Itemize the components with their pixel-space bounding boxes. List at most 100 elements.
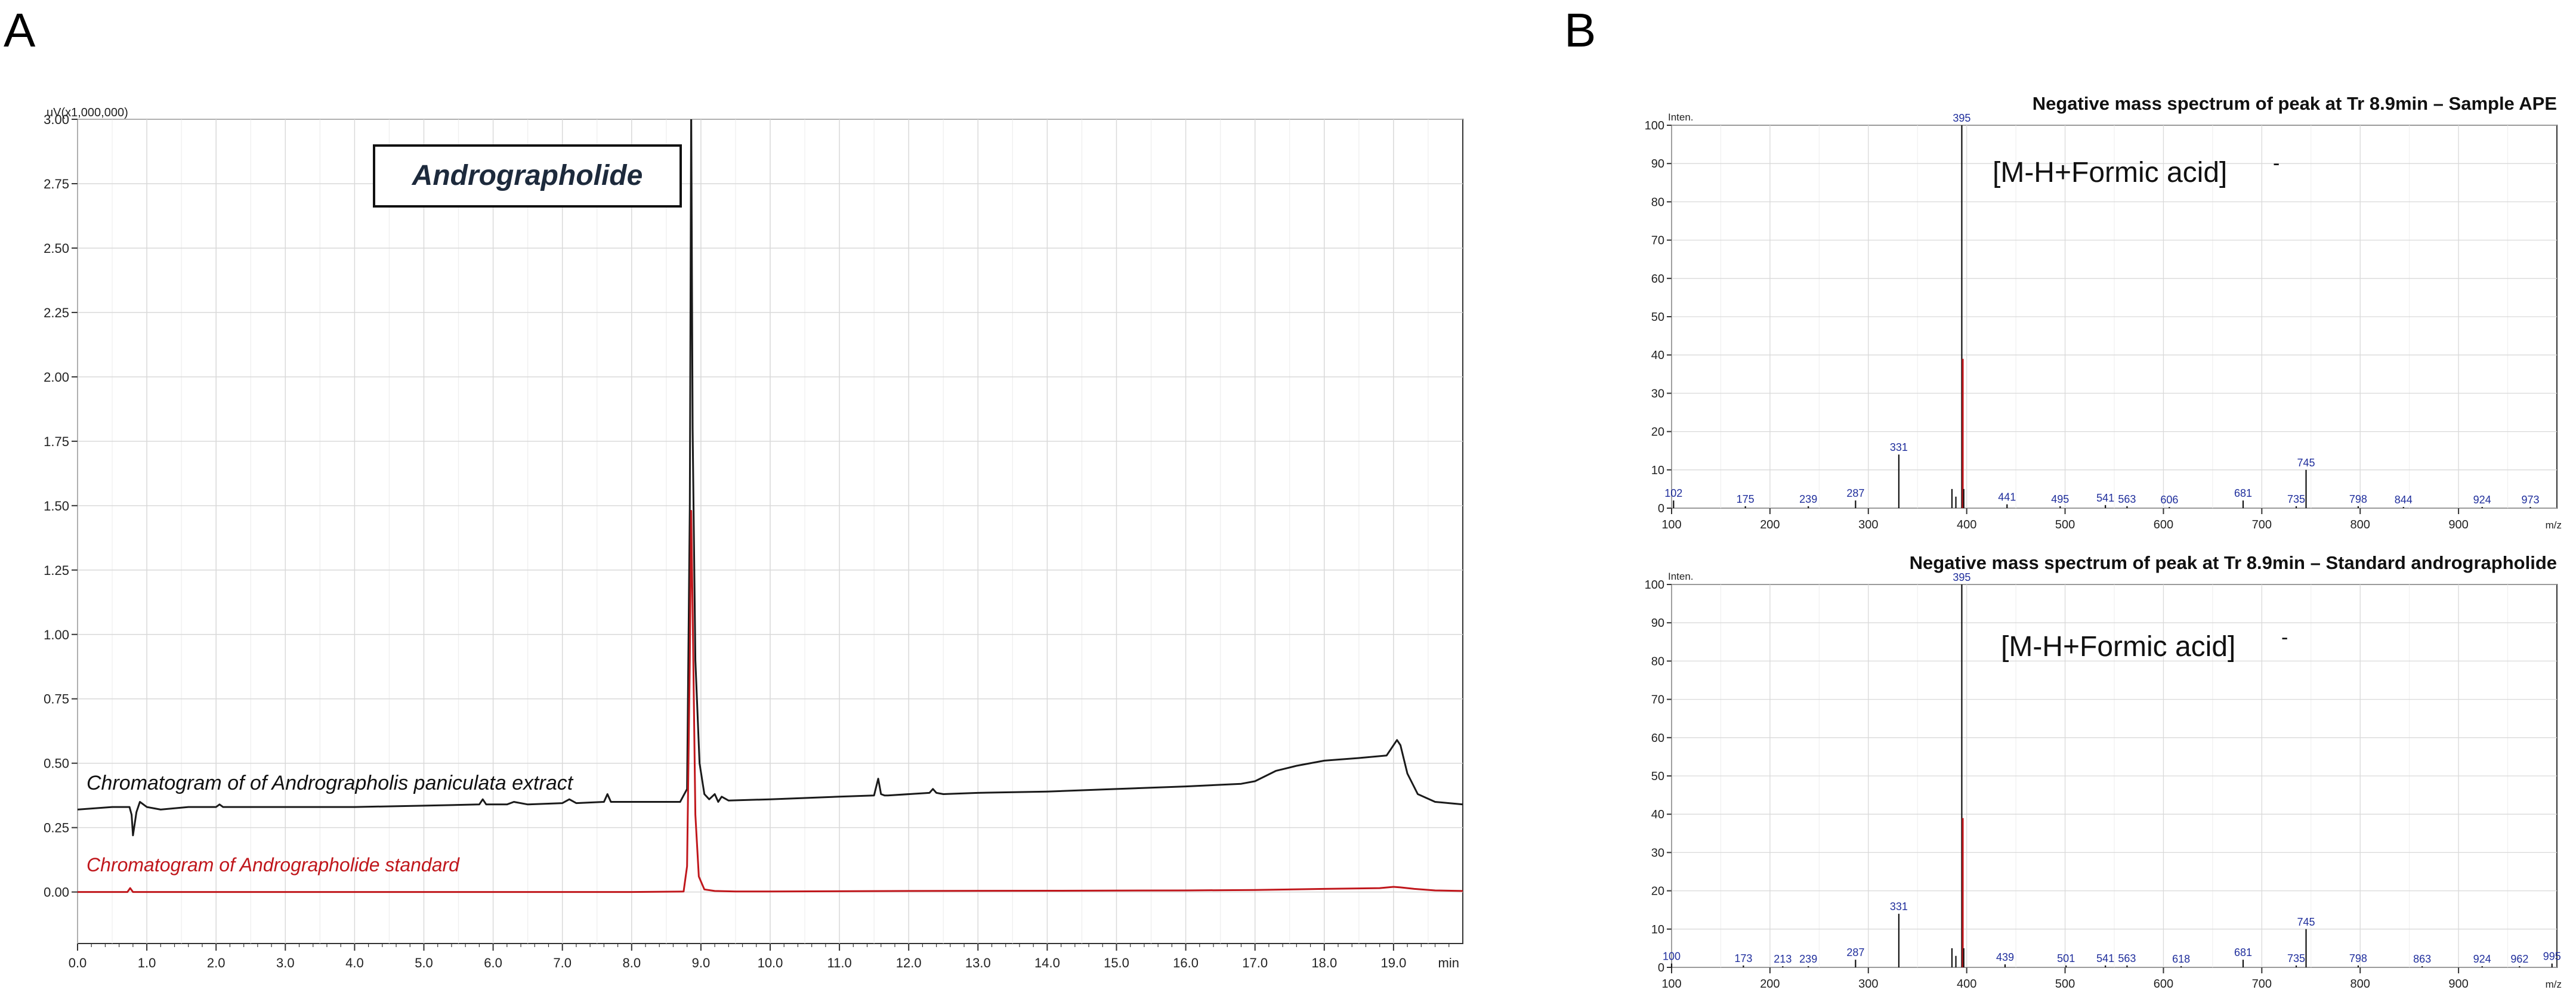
ms-peak-label: 441 xyxy=(1998,491,2016,503)
ms-y-tick-label: 90 xyxy=(1651,617,1664,630)
ms-y-tick-label: 70 xyxy=(1651,234,1664,248)
ms-peak-label: 563 xyxy=(2118,952,2136,964)
ms-peak-label: 501 xyxy=(2057,952,2075,964)
ms-peak-label: 924 xyxy=(2473,494,2491,506)
ms-y-tick-label: 90 xyxy=(1651,157,1664,171)
ms-title: Negative mass spectrum of peak at Tr 8.9… xyxy=(2033,93,2557,114)
extract-series-label: Chromatogram of of Andrographolis panicu… xyxy=(87,772,574,794)
x-tick-label: 10.0 xyxy=(758,955,783,970)
x-tick-label: 14.0 xyxy=(1034,955,1060,970)
standard-trace xyxy=(78,510,1463,893)
ms-sample-chart: Negative mass spectrum of peak at Tr 8.9… xyxy=(1645,93,2562,531)
standard-series-label: Chromatogram of Andrographolide standard xyxy=(87,854,460,876)
x-tick-label: 2.0 xyxy=(207,955,226,970)
ms-x-tick-label: 700 xyxy=(2252,518,2272,531)
ms-peak-label: 395 xyxy=(1953,571,1970,583)
ms-x-tick-label: 400 xyxy=(1957,518,1976,531)
y-tick-label: 2.25 xyxy=(44,305,69,320)
ms-x-tick-label: 200 xyxy=(1760,518,1780,531)
x-tick-label: 4.0 xyxy=(345,955,364,970)
ms-y-tick-label: 30 xyxy=(1651,846,1664,859)
y-tick-label: 0.25 xyxy=(44,821,69,836)
ms-y-tick-label: 100 xyxy=(1645,119,1664,132)
x-tick-label: 11.0 xyxy=(827,955,852,970)
ms-y-axis-label: Inten. xyxy=(1668,571,1694,582)
ms-peak-label: 844 xyxy=(2395,494,2413,506)
ms-x-tick-label: 500 xyxy=(2055,978,2075,991)
ms-peak-label: 798 xyxy=(2349,952,2367,964)
ms-peak-label: 331 xyxy=(1890,901,1908,913)
ms-y-tick-label: 40 xyxy=(1651,808,1664,821)
ms-y-tick-label: 50 xyxy=(1651,770,1664,783)
ms-y-tick-label: 80 xyxy=(1651,655,1664,668)
x-tick-label: 3.0 xyxy=(276,955,295,970)
ms-y-tick-label: 100 xyxy=(1645,579,1664,592)
ms-peak-label: 173 xyxy=(1734,952,1752,964)
x-tick-label: 19.0 xyxy=(1380,955,1406,970)
ms-y-tick-label: 20 xyxy=(1651,426,1664,439)
y-tick-label: 0.00 xyxy=(44,885,69,900)
ms-x-tick-label: 800 xyxy=(2350,978,2370,991)
ms-peak-label: 287 xyxy=(1846,946,1864,958)
ms-standard-chart: Negative mass spectrum of peak at Tr 8.9… xyxy=(1645,552,2562,991)
ms-peak-label: 681 xyxy=(2234,946,2252,958)
x-axis-label: min xyxy=(1438,955,1459,970)
ms-y-tick-label: 20 xyxy=(1651,885,1664,898)
ms-x-tick-label: 400 xyxy=(1957,978,1976,991)
ms-x-tick-label: 900 xyxy=(2448,518,2468,531)
y-tick-label: 1.50 xyxy=(44,499,69,514)
x-tick-label: 0.0 xyxy=(69,955,87,970)
ms-peak-label: 995 xyxy=(2543,951,2561,963)
ms-x-tick-label: 600 xyxy=(2154,978,2173,991)
ms-y-tick-label: 80 xyxy=(1651,196,1664,209)
ms-y-tick-label: 40 xyxy=(1651,349,1664,362)
ms-peak-label: 213 xyxy=(1774,953,1792,965)
x-tick-label: 13.0 xyxy=(965,955,991,970)
ms-x-tick-label: 900 xyxy=(2448,978,2468,991)
y-tick-label: 1.75 xyxy=(44,434,69,449)
x-tick-label: 16.0 xyxy=(1173,955,1199,970)
ms-peak-label: 735 xyxy=(2287,493,2305,505)
y-tick-label: 0.75 xyxy=(44,692,69,707)
y-tick-label: 2.75 xyxy=(44,177,69,191)
ms-peak-label: 962 xyxy=(2510,953,2528,965)
panel-b-label: B xyxy=(1564,4,1596,57)
chart-title: Andrographolide xyxy=(412,160,643,191)
ms-x-tick-label: 300 xyxy=(1858,978,1878,991)
ms-peak-label: 100 xyxy=(1663,951,1681,963)
x-tick-label: 17.0 xyxy=(1242,955,1268,970)
ms-peak-label: 606 xyxy=(2160,494,2178,506)
ms-title: Negative mass spectrum of peak at Tr 8.9… xyxy=(1910,552,2557,573)
x-tick-label: 6.0 xyxy=(484,955,502,970)
x-tick-label: 5.0 xyxy=(415,955,433,970)
extract-trace xyxy=(78,119,1463,837)
ms-annotation-sup: - xyxy=(2281,626,2288,649)
panel-a-label: A xyxy=(4,4,36,57)
title-box xyxy=(373,144,682,208)
ms-y-tick-label: 70 xyxy=(1651,694,1664,707)
ms-peak-label: 541 xyxy=(2096,492,2114,504)
ms-peak-label: 239 xyxy=(1799,953,1817,965)
ms-peak-label: 863 xyxy=(2413,953,2431,965)
y-tick-label: 2.50 xyxy=(44,241,69,256)
ms-peak-label: 735 xyxy=(2287,952,2305,964)
ms-x-tick-label: 100 xyxy=(1661,518,1681,531)
ms-annotation: [M-H+Formic acid] xyxy=(2001,631,2235,663)
ms-peak-label: 495 xyxy=(2051,493,2069,505)
x-tick-label: 15.0 xyxy=(1104,955,1129,970)
ms-x-tick-label: 200 xyxy=(1760,978,1780,991)
x-tick-label: 8.0 xyxy=(623,955,641,970)
ms-y-tick-label: 0 xyxy=(1658,502,1664,515)
ms-peak-label: 395 xyxy=(1953,112,1970,124)
ms-peak-label: 681 xyxy=(2234,487,2252,499)
ms-annotation: [M-H+Formic acid] xyxy=(1993,157,2227,188)
x-tick-label: 9.0 xyxy=(692,955,711,970)
ms-y-tick-label: 0 xyxy=(1658,961,1664,975)
y-tick-label: 2.00 xyxy=(44,370,69,385)
ms-y-tick-label: 10 xyxy=(1651,464,1664,477)
ms-peak-label: 287 xyxy=(1846,487,1864,499)
x-tick-label: 12.0 xyxy=(896,955,922,970)
ms-x-tick-label: 100 xyxy=(1661,978,1681,991)
ms-peak-label: 541 xyxy=(2096,952,2114,964)
